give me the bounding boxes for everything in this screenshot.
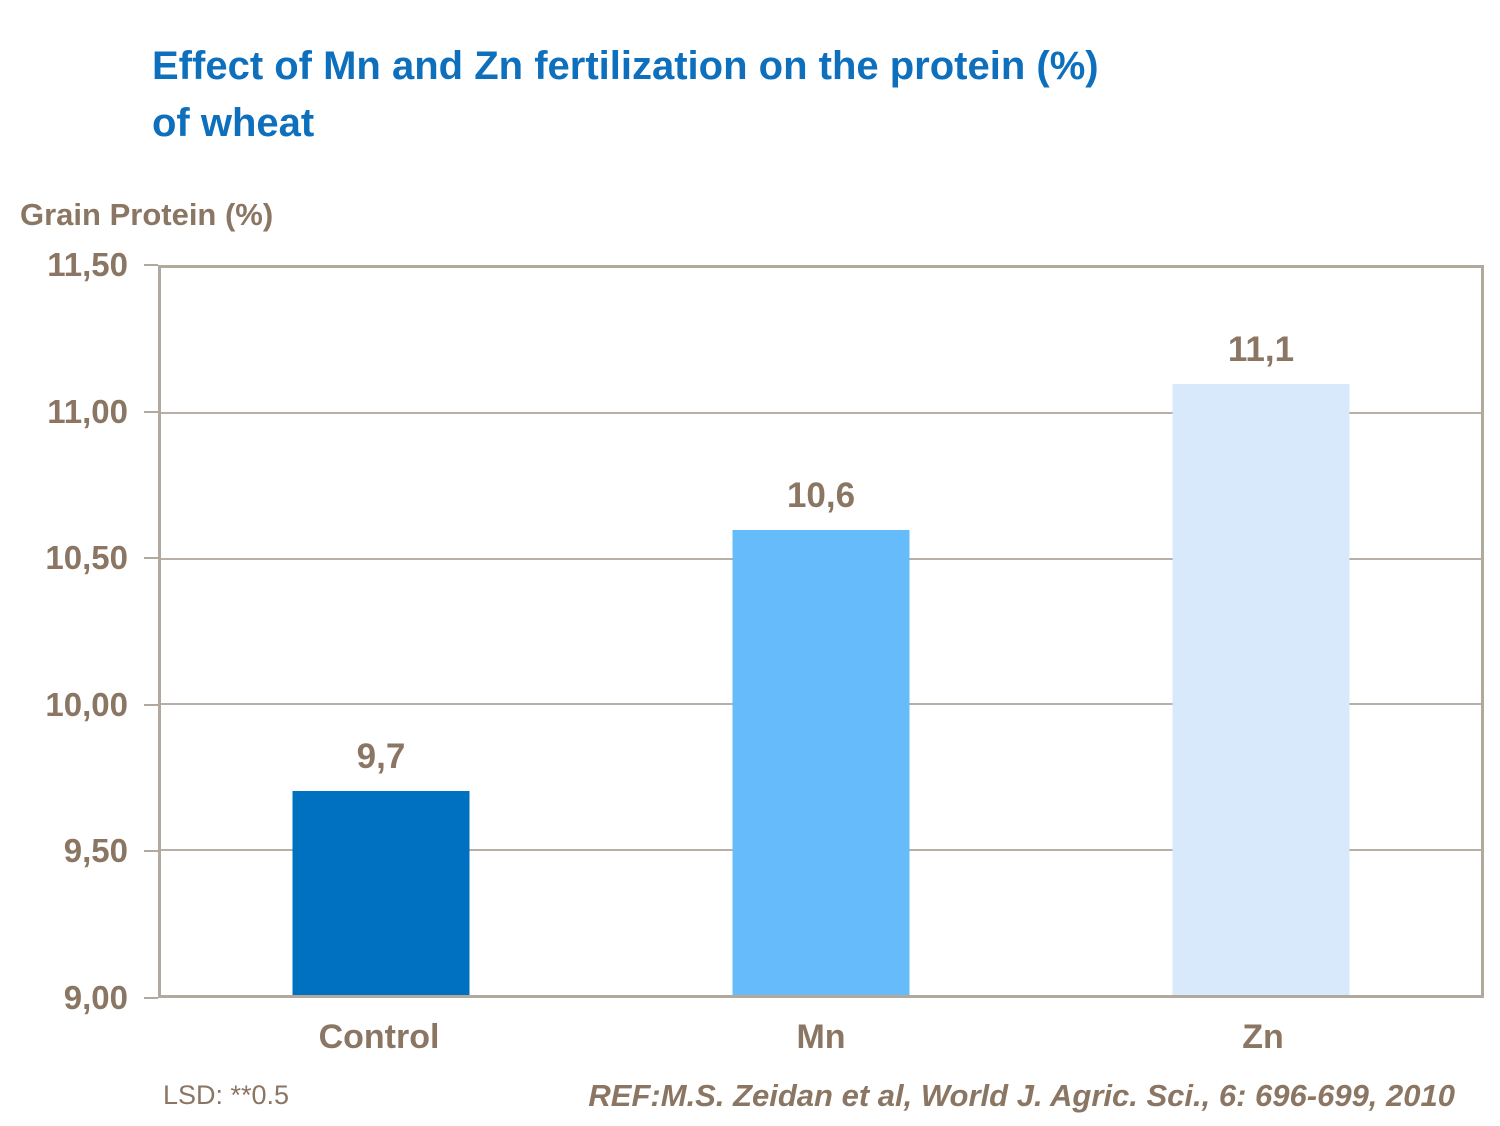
bar-slot-mn: 10,6 <box>601 268 1041 995</box>
reference-citation: REF:M.S. Zeidan et al, World J. Agric. S… <box>588 1078 1455 1113</box>
y-tick-label: 9,50 <box>63 832 128 870</box>
y-tick-mark <box>144 557 158 560</box>
chart-title: Effect of Mn and Zn fertilization on the… <box>152 44 1099 145</box>
bar-value-label-control: 9,7 <box>356 737 406 777</box>
y-tick-mark <box>144 997 158 999</box>
bar-mn <box>732 529 910 995</box>
bar-slot-zn: 11,1 <box>1041 268 1481 995</box>
y-tick-mark <box>144 703 158 706</box>
bar-value-label-mn: 10,6 <box>786 475 856 515</box>
x-axis-label-control: Control <box>318 1018 440 1056</box>
y-tick-label: 10,50 <box>45 539 128 577</box>
lsd-note: LSD: **0.5 <box>163 1080 290 1110</box>
bar-zn <box>1172 384 1350 995</box>
y-tick-label: 11,50 <box>47 246 128 283</box>
y-axis-title: Grain Protein (%) <box>20 197 274 232</box>
x-axis-label-zn: Zn <box>1242 1018 1284 1056</box>
bar-value-label-zn: 11,1 <box>1227 330 1295 370</box>
y-tick-mark <box>144 850 158 853</box>
bar-slot-control: 9,7 <box>161 268 601 995</box>
y-tick-label: 9,00 <box>63 979 128 1016</box>
y-tick-mark <box>144 264 158 266</box>
y-tick-label: 11,00 <box>47 392 128 430</box>
x-axis-label-mn: Mn <box>796 1018 846 1056</box>
x-axis: Control Mn Zn <box>158 1018 1484 1062</box>
bar-control <box>292 791 470 995</box>
plot-area: 9,7 10,6 11,1 <box>158 265 1484 998</box>
y-axis: 11,50 11,00 10,50 10,00 9,50 9,00 <box>0 246 158 1016</box>
y-tick-mark <box>144 410 158 413</box>
y-tick-label: 10,00 <box>45 685 128 723</box>
gridline <box>161 412 1481 415</box>
